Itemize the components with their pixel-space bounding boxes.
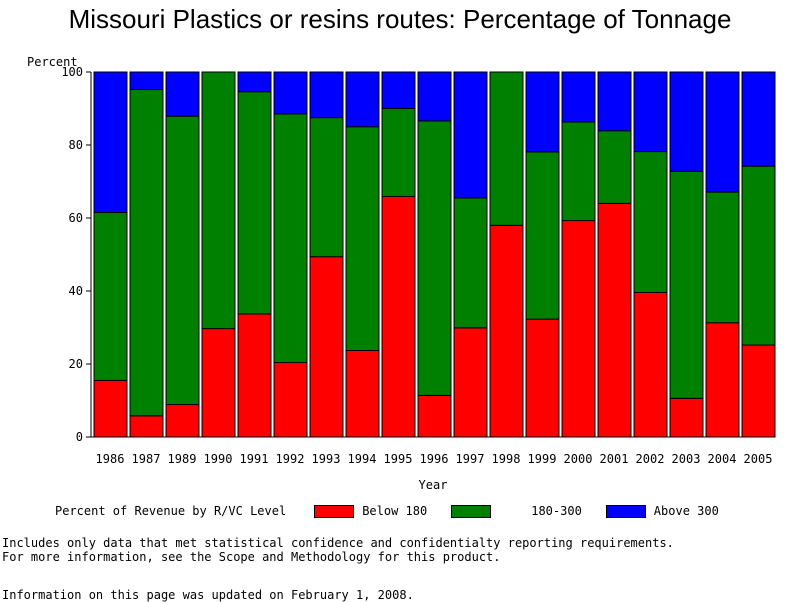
bar-2001-above-300 <box>597 71 632 132</box>
x-tick-label-1995: 1995 <box>384 452 413 466</box>
bar-1999-180-300 <box>525 151 560 320</box>
bar-2005-above-300 <box>741 71 776 167</box>
legend-title: Percent of Revenue by R/VC Level <box>55 504 287 518</box>
bar-1986-180-300 <box>93 212 128 381</box>
bar-1992-180-300 <box>273 113 308 364</box>
y-tick-label-0: 0 <box>76 430 83 444</box>
y-axis-title: Percent <box>27 55 78 69</box>
x-tick-label-1991: 1991 <box>240 452 269 466</box>
bar-2002-180-300 <box>633 151 668 293</box>
chart-title: Missouri Plastics or resins routes: Perc… <box>68 4 732 34</box>
legend-label-180-300: 180-300 <box>531 504 582 518</box>
x-axis-title: Year <box>419 478 448 492</box>
bar-2004-below-180 <box>705 322 740 438</box>
x-tick-label-1996: 1996 <box>420 452 449 466</box>
bar-2003-below-180 <box>669 397 704 438</box>
bar-1994-below-180 <box>345 349 380 438</box>
y-tick-label-40: 40 <box>69 284 83 298</box>
bar-1994-180-300 <box>345 126 380 351</box>
legend-swatch-180-300 <box>451 504 492 518</box>
bar-1990-180-300 <box>201 71 236 330</box>
legend-item-above-300: Above 300 <box>605 504 719 518</box>
footnotes: Includes only data that met statistical … <box>2 536 674 564</box>
bar-1997-above-300 <box>453 71 488 199</box>
bar-1987-180-300 <box>129 89 164 417</box>
y-tick-label-80: 80 <box>69 138 83 152</box>
bar-1995-180-300 <box>381 108 416 197</box>
bar-2004-180-300 <box>705 191 740 324</box>
bar-2000-below-180 <box>561 220 596 438</box>
x-tick-label-2000: 2000 <box>564 452 593 466</box>
bar-1995-above-300 <box>381 71 416 109</box>
bar-1999-above-300 <box>525 71 560 153</box>
bar-1997-below-180 <box>453 327 488 438</box>
bar-2004-above-300 <box>705 71 740 193</box>
bar-2005-180-300 <box>741 165 776 346</box>
x-tick-label-1993: 1993 <box>312 452 341 466</box>
x-tick-label-1987: 1987 <box>132 452 161 466</box>
bar-1991-below-180 <box>237 313 272 438</box>
legend-label-above-300: Above 300 <box>653 504 719 518</box>
bar-1987-above-300 <box>129 71 164 91</box>
bar-2005-below-180 <box>741 344 776 438</box>
x-tick-label-2003: 2003 <box>672 452 701 466</box>
bar-2001-below-180 <box>597 202 632 438</box>
x-tick-label-1990: 1990 <box>204 452 233 466</box>
y-tick-label-20: 20 <box>69 357 83 371</box>
bar-2001-180-300 <box>597 130 632 204</box>
legend-label-below-180: Below 180 <box>362 504 428 518</box>
x-tick-label-1998: 1998 <box>492 452 521 466</box>
x-tick-label-1992: 1992 <box>276 452 305 466</box>
bar-1989-below-180 <box>165 404 200 438</box>
bar-1986-above-300 <box>93 71 128 214</box>
bar-1992-above-300 <box>273 71 308 115</box>
bar-1993-below-180 <box>309 256 344 438</box>
footnote-confidence: Includes only data that met statistical … <box>2 536 674 550</box>
bar-1986-below-180 <box>93 379 128 438</box>
legend-swatch-below-180 <box>314 504 355 518</box>
stacked-bar-chart: 1986 1987 1989 1990 1991 1992 1993 1994 1995 1996… <box>27 55 776 492</box>
footnote-methodology: For more information, see the Scope and … <box>2 550 501 564</box>
bar-2003-180-300 <box>669 170 704 399</box>
bar-1993-above-300 <box>309 71 344 119</box>
bar-1997-180-300 <box>453 197 488 329</box>
bar-1987-below-180 <box>129 415 164 438</box>
bar-2002-below-180 <box>633 291 668 438</box>
x-tick-label-2005: 2005 <box>744 452 773 466</box>
legend-item-180-300: 180-300 <box>451 504 582 518</box>
x-tick-label-1999: 1999 <box>528 452 557 466</box>
bar-1994-above-300 <box>345 71 380 128</box>
y-tick-label-60: 60 <box>69 211 83 225</box>
bar-1996-above-300 <box>417 71 452 122</box>
legend-swatch-above-300 <box>605 504 646 518</box>
bar-1999-below-180 <box>525 318 560 438</box>
bar-2003-above-300 <box>669 71 704 172</box>
bar-1990-below-180 <box>201 328 236 438</box>
bar-1998-180-300 <box>489 71 524 226</box>
bar-1993-180-300 <box>309 117 344 258</box>
x-tick-label-2001: 2001 <box>600 452 629 466</box>
bar-1992-below-180 <box>273 362 308 438</box>
bar-1991-180-300 <box>237 91 272 315</box>
bar-1989-180-300 <box>165 115 200 406</box>
bar-2000-180-300 <box>561 121 596 222</box>
bar-2000-above-300 <box>561 71 596 123</box>
bar-1995-below-180 <box>381 195 416 438</box>
legend: Percent of Revenue by R/VC Level Below 1… <box>55 502 775 520</box>
legend-item-below-180: Below 180 <box>314 504 427 518</box>
x-tick-label-2004: 2004 <box>708 452 737 466</box>
x-tick-label-2002: 2002 <box>636 452 665 466</box>
bar-1998-below-180 <box>489 224 524 438</box>
x-tick-label-1989: 1989 <box>168 452 197 466</box>
x-tick-label-1997: 1997 <box>456 452 485 466</box>
update-note: Information on this page was updated on … <box>2 588 414 602</box>
bar-2002-above-300 <box>633 71 668 153</box>
bar-1996-below-180 <box>417 394 452 438</box>
bar-1991-above-300 <box>237 71 272 93</box>
y-tick-label-100: 100 <box>61 65 83 79</box>
bar-1989-above-300 <box>165 71 200 117</box>
x-tick-label-1994: 1994 <box>348 452 377 466</box>
bar-1996-180-300 <box>417 120 452 396</box>
x-tick-label-1986: 1986 <box>96 452 125 466</box>
